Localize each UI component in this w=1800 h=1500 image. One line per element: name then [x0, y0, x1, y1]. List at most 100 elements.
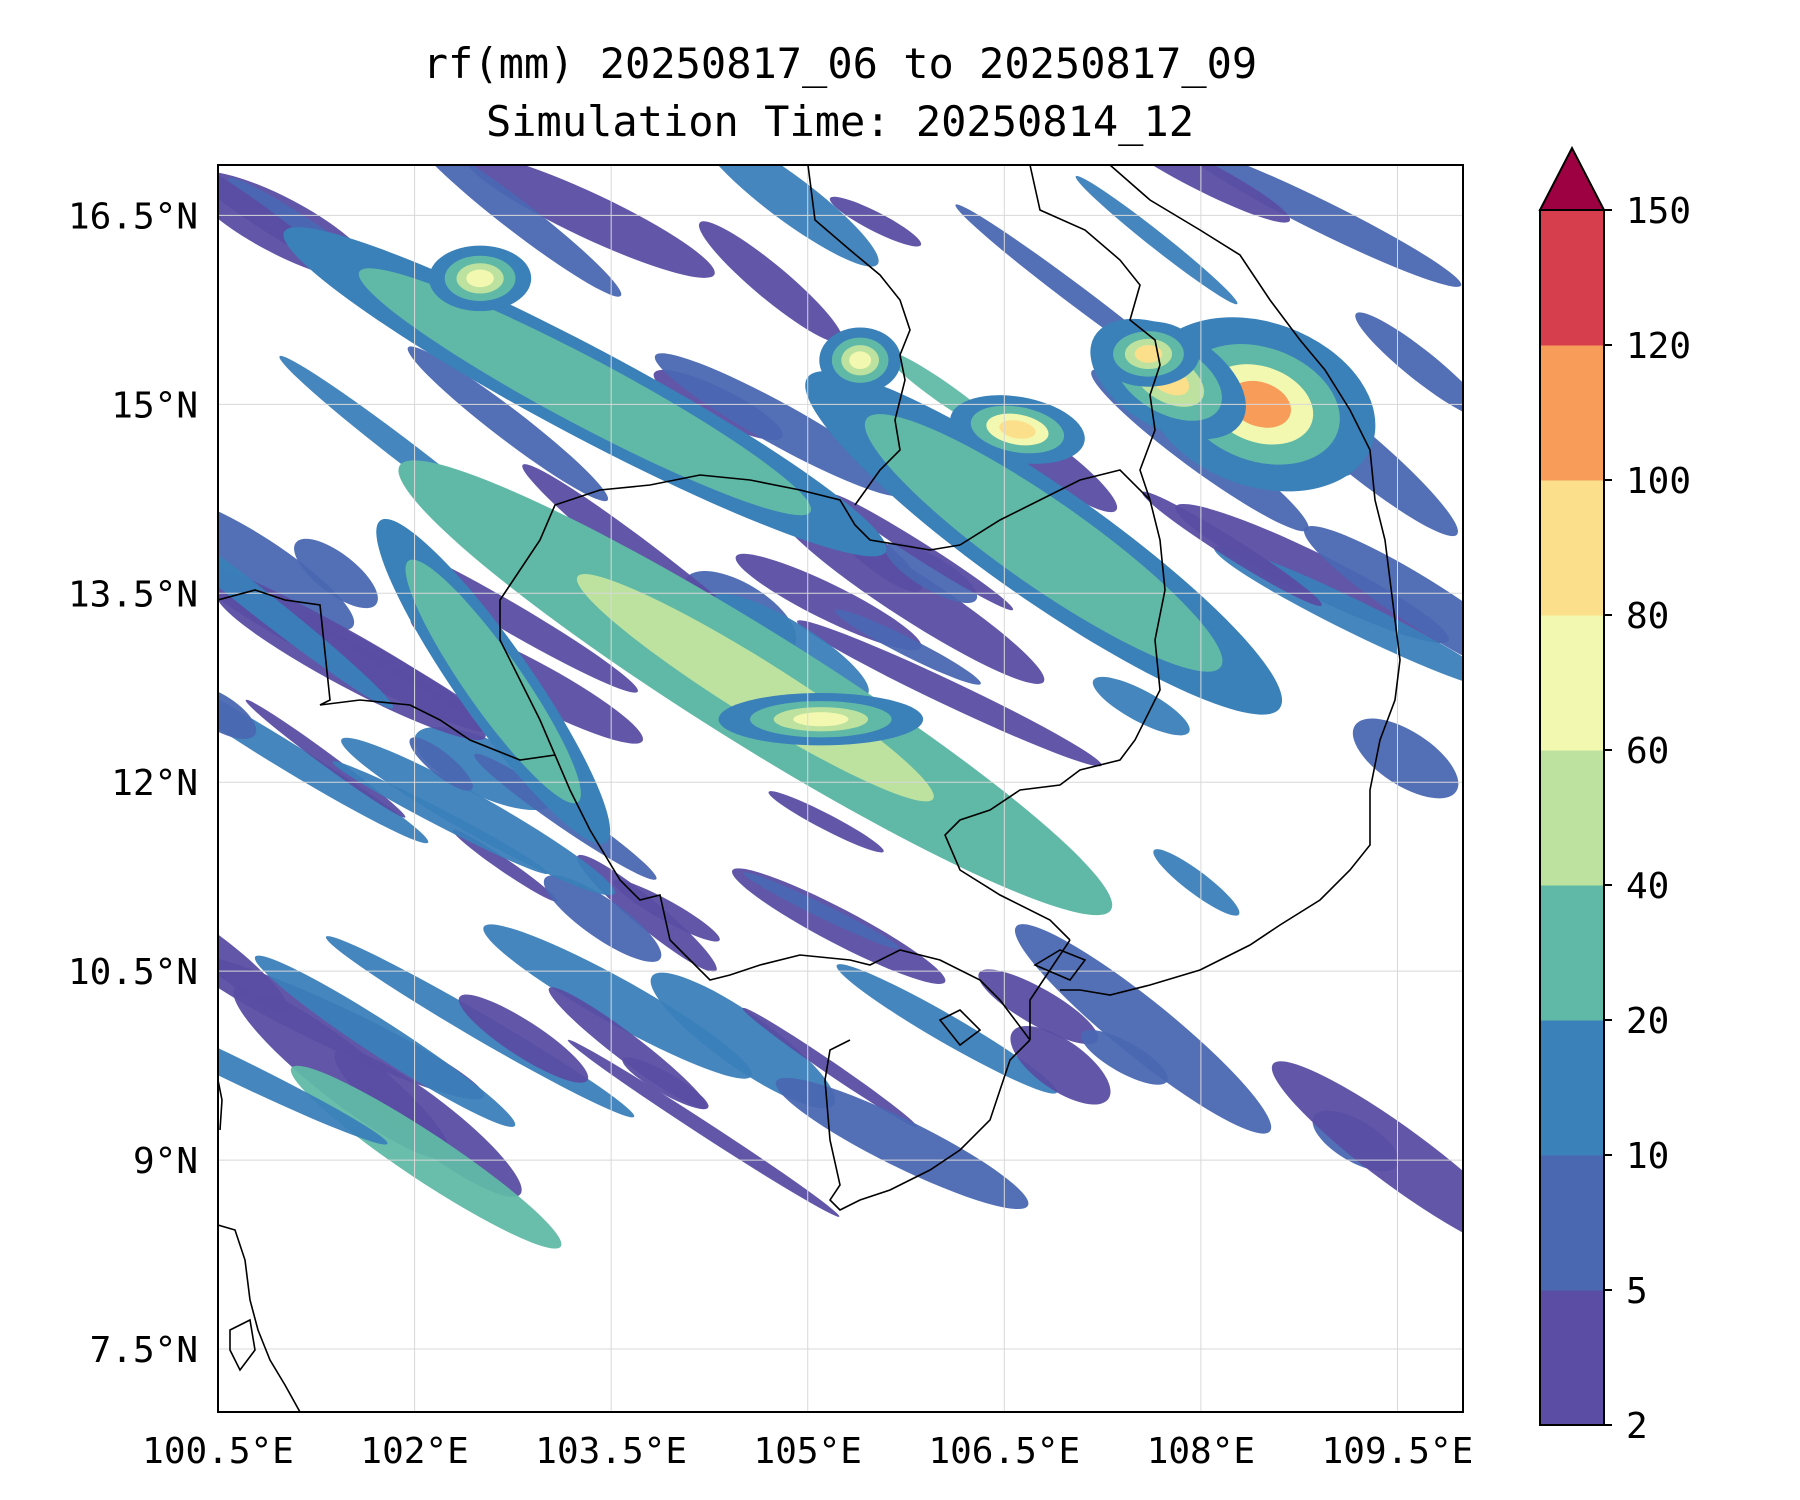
colorbar-segment [1540, 750, 1604, 886]
rain-streak [1355, 312, 1463, 419]
rain-streak [743, 872, 900, 950]
thai-coast-west [218, 1079, 223, 1131]
rain-streak [254, 955, 516, 1127]
gulf-coast-cambodia [554, 754, 1031, 1041]
colorbar-label: 40 [1626, 866, 1669, 907]
rain-streak [341, 737, 615, 896]
rain-streak [835, 609, 981, 685]
rain-streak [797, 620, 1102, 767]
rain-streak [1081, 1029, 1168, 1085]
colorbar-label: 10 [1626, 1136, 1669, 1177]
rain-streak [409, 737, 473, 791]
island-1 [229, 1318, 256, 1372]
coastline-borders [218, 165, 1401, 1412]
rain-streak [458, 994, 589, 1083]
colorbar-segment [1540, 345, 1604, 481]
island-3 [1033, 949, 1087, 981]
colorbar-segment [1540, 885, 1604, 1021]
rain-cell [849, 351, 872, 370]
rain-streak [654, 353, 906, 497]
rain-streak [567, 1039, 840, 1217]
colorbar-label: 150 [1626, 191, 1691, 232]
lon-tick-label: 106.5°E [928, 1431, 1080, 1472]
rain-streak [413, 165, 622, 297]
rain-streak [218, 903, 289, 1012]
rain-streak [1142, 491, 1322, 607]
rain-streak [650, 972, 836, 1109]
rain-streak [218, 495, 355, 631]
rain-streak [576, 854, 717, 972]
lon-tick-label: 105°E [754, 1431, 862, 1472]
colorbar-label: 100 [1626, 461, 1691, 502]
rain-streak [290, 1065, 562, 1249]
lon-tick-label: 100.5°E [142, 1431, 294, 1472]
lat-tick-label: 16.5°N [68, 196, 198, 237]
rain-streak [1014, 924, 1272, 1134]
rain-streak [698, 221, 843, 343]
vietnam-coast [1060, 165, 1401, 996]
lat-tick-label: 7.5°N [90, 1330, 198, 1371]
rain-streak [245, 699, 406, 818]
rain-streak [885, 542, 978, 604]
title-line-1: rf(mm) 20250817_06 to 20250817_09 [423, 39, 1257, 88]
ca-mau-peninsula [824, 1039, 1031, 1211]
rain-streak [1010, 1025, 1111, 1105]
rain-cell [434, 309, 736, 475]
colorbar-label: 5 [1626, 1271, 1648, 1312]
colorbar-label: 120 [1626, 326, 1691, 367]
lon-tick-label: 103.5°E [535, 1431, 687, 1472]
lon-tick-label: 109.5°E [1322, 1431, 1474, 1472]
rain-streak [1182, 165, 1462, 287]
rain-streak [407, 346, 609, 502]
rain-cell [434, 600, 552, 763]
colorbar-segment [1540, 1155, 1604, 1291]
rain-streak [698, 165, 879, 267]
rain-streak [768, 791, 884, 853]
rain-streak [1352, 718, 1459, 799]
colorbar-label: 60 [1626, 731, 1669, 772]
rain-streak [1092, 676, 1190, 736]
laos-border [807, 165, 911, 506]
rain-streak [218, 489, 394, 709]
rain-cell [793, 712, 849, 727]
lon-tick-label: 108°E [1147, 1431, 1255, 1472]
latitude-axis: 16.5°N 15°N 13.5°N 12°N 10.5°N 9°N 7.5°N [68, 196, 198, 1371]
laos-vietnam-border [944, 165, 1166, 941]
rain-streak [1075, 175, 1238, 305]
rain-streak [543, 875, 662, 962]
colorbar-segment [1540, 210, 1604, 346]
rainfall-shading [218, 165, 1463, 1256]
rain-streak [218, 656, 429, 844]
rain-streak [294, 538, 378, 609]
lat-tick-label: 12°N [111, 763, 198, 804]
lat-tick-label: 10.5°N [68, 952, 198, 993]
rain-streak [1304, 525, 1463, 690]
rain-streak [218, 984, 388, 1145]
colorbar-frame [1539, 209, 1605, 1426]
rain-streak [829, 196, 922, 247]
rain-streak [613, 879, 720, 942]
rain-streak [742, 1007, 917, 1128]
rain-cell [466, 269, 494, 288]
rain-streak [1271, 1061, 1463, 1256]
colorbar-label: 20 [1626, 1001, 1669, 1042]
colorbar-label: 80 [1626, 596, 1669, 637]
rain-cell [999, 420, 1036, 439]
rain-streak [1153, 849, 1240, 916]
rain-streak [775, 1077, 1029, 1210]
title-line-2: Simulation Time: 20250814_12 [486, 97, 1194, 146]
rain-cell [1134, 345, 1163, 363]
longitude-axis: 100.5°E 102°E 103.5°E 105°E 106.5°E 108°E 109.… [142, 1431, 1473, 1472]
island-2 [938, 1009, 982, 1047]
colorbar-segment [1540, 1020, 1604, 1156]
colorbar-extend-arrow [1538, 145, 1606, 211]
rain-streak [483, 924, 752, 1079]
colorbar-label: 2 [1626, 1406, 1648, 1447]
colorbar-segment [1540, 1290, 1604, 1426]
rain-streak [831, 493, 1014, 611]
map-frame [217, 164, 1464, 1413]
malay-peninsula-coast [218, 1224, 301, 1412]
cambodia-vietnam-border [959, 469, 1151, 546]
rain-streak [465, 165, 715, 278]
